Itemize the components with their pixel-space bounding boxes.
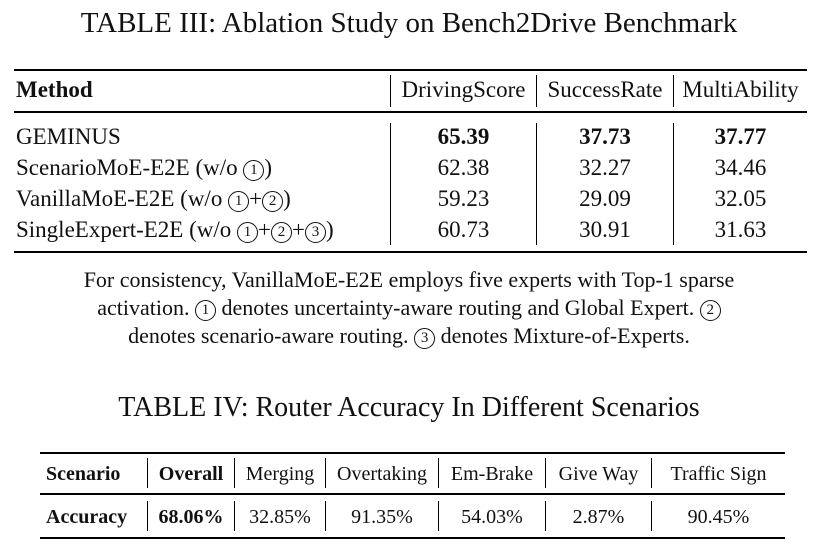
table3-header-successrate: SuccessRate <box>547 77 663 102</box>
table3-cell-successrate: 37.73 <box>579 124 631 149</box>
table4-header-scenario: Scenario <box>46 463 121 485</box>
table3-row-method: VanillaMoE-E2E (w/o 1 +2) <box>16 186 291 212</box>
circled-number: 2 <box>699 300 721 321</box>
table4-separator <box>325 501 326 531</box>
table3-caption: TABLE III: Ablation Study on Bench2Drive… <box>80 7 738 39</box>
table4-separator <box>545 501 546 531</box>
table4-caption: TABLE IV: Router Accuracy In Different S… <box>118 392 700 423</box>
table3-cell-drivingscore: 60.73 <box>437 217 490 242</box>
table4-header-overall: Overall <box>158 463 224 485</box>
method-suffix: ) <box>325 217 334 242</box>
method-suffix: ) <box>283 186 291 211</box>
circled-number: 2 <box>271 222 292 243</box>
circled-number: 1 <box>237 222 259 243</box>
footnote-text: denotes uncertainty-aware routing and Gl… <box>221 295 695 320</box>
footnote-text: denotes scenario-aware routing. <box>128 323 409 348</box>
circled-number: 1 <box>228 191 250 212</box>
table3-header-method: Method <box>16 77 93 102</box>
method-name: ScenarioMoE-E2E (w/o <box>16 155 244 180</box>
table4-cell-overall: 68.06% <box>158 506 224 528</box>
table4-top-rule <box>40 452 785 454</box>
table4-separator <box>545 458 546 488</box>
table3-row-method: GEMINUS <box>16 124 121 149</box>
table3-body-separator <box>673 123 674 245</box>
table3-header-rule <box>14 111 807 113</box>
footnote-line: activation. 1 denotes uncertainty-aware … <box>0 294 818 322</box>
method-name: SingleExpert-E2E (w/o <box>16 217 238 242</box>
table4-separator <box>234 458 235 488</box>
table4-separator <box>234 501 235 531</box>
table4-header-rule <box>40 493 785 495</box>
plus-sign: + <box>249 186 263 211</box>
table3-body-separator <box>536 123 537 245</box>
table3-bottom-rule <box>14 251 807 253</box>
circled-number: 3 <box>304 222 326 243</box>
table3-cell-multiability: 37.77 <box>714 124 767 149</box>
table4-separator <box>651 458 652 488</box>
footnote-text: denotes Mixture-of-Experts. <box>440 323 690 348</box>
plus-sign: + <box>258 217 271 242</box>
table3-top-rule <box>14 69 807 71</box>
plus-sign: + <box>292 217 305 242</box>
table3-header-drivingscore: DrivingScore <box>401 77 526 102</box>
footnote-line: denotes scenario-aware routing. 3 denote… <box>0 322 818 350</box>
footnote-text: activation. <box>97 295 190 320</box>
table3-cell-successrate: 29.09 <box>579 186 631 211</box>
table3-cell-successrate: 30.91 <box>579 217 631 242</box>
table3-row-method: ScenarioMoE-E2E (w/o 1) <box>16 155 272 181</box>
table3-row-method: SingleExpert-E2E (w/o 1 +2 +3) <box>16 217 334 243</box>
table3-cell-drivingscore: 65.39 <box>437 124 490 149</box>
table3-cell-drivingscore: 62.38 <box>437 155 490 180</box>
table3-footnote: For consistency, VanillaMoE-E2E employs … <box>0 266 818 350</box>
table3-header-separator <box>673 75 674 107</box>
table3-header-multiability: MultiAbility <box>682 77 799 102</box>
table4-separator <box>438 458 439 488</box>
circled-number: 3 <box>414 328 436 349</box>
table3-header-separator <box>536 75 537 107</box>
table4-header-giveway: Give Way <box>558 463 639 485</box>
table4-header-overtaking: Overtaking <box>337 463 427 485</box>
table4-separator <box>147 458 148 488</box>
table4-header-merging: Merging <box>245 463 315 485</box>
table4-cell-embrake: 54.03% <box>461 506 523 528</box>
table3-header-separator <box>390 75 391 107</box>
table4-separator <box>147 501 148 531</box>
table3-cell-drivingscore: 59.23 <box>437 186 490 211</box>
table4-bottom-rule <box>40 537 785 539</box>
circled-number: 1 <box>243 160 265 181</box>
method-name: VanillaMoE-E2E (w/o <box>16 186 229 211</box>
circled-number: 2 <box>262 191 284 212</box>
table3-body-separator <box>390 123 391 245</box>
table4-separator <box>325 458 326 488</box>
method-suffix: ) <box>264 155 273 180</box>
table4-header-embrake: Em-Brake <box>450 463 534 485</box>
footnote-line: For consistency, VanillaMoE-E2E employs … <box>83 267 735 292</box>
table4-cell-trafficsign: 90.45% <box>687 506 750 528</box>
table4-cell-giveway: 2.87% <box>572 506 625 528</box>
table3-cell-multiability: 34.46 <box>714 155 767 180</box>
table4-cell-merging: 32.85% <box>249 506 311 528</box>
table4-cell-overtaking: 91.35% <box>351 506 413 528</box>
table3-cell-multiability: 32.05 <box>714 186 767 211</box>
table4-header-trafficsign: Traffic Sign <box>670 463 767 485</box>
table3-cell-multiability: 31.63 <box>714 217 767 242</box>
circled-number: 1 <box>194 300 216 321</box>
table3-cell-successrate: 32.27 <box>579 155 631 180</box>
table4-separator <box>651 501 652 531</box>
table4-row-label: Accuracy <box>46 506 128 528</box>
table4-separator <box>438 501 439 531</box>
